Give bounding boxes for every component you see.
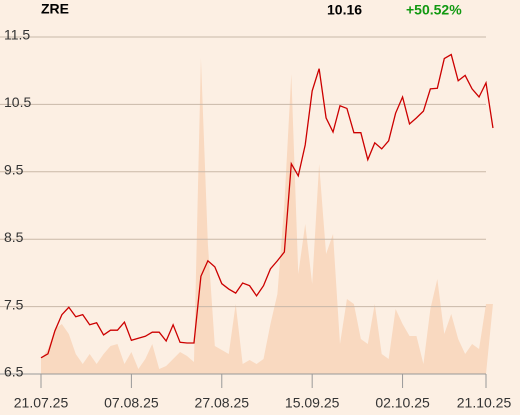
ticker: ZRE bbox=[41, 1, 69, 17]
price-line bbox=[40, 53, 494, 359]
x-tick-label: 15.09.25 bbox=[285, 395, 340, 411]
volume-area bbox=[41, 58, 493, 374]
y-tick-label: 8.5 bbox=[4, 229, 24, 245]
y-tick-label: 11.5 bbox=[4, 27, 30, 43]
x-tick-label: 02.10.25 bbox=[375, 395, 430, 411]
y-tick-label: 10.5 bbox=[4, 94, 31, 110]
price: 10.16 bbox=[327, 2, 362, 18]
x-tick-label: 07.08.25 bbox=[104, 395, 159, 411]
x-tick-label: 21.07.25 bbox=[14, 395, 69, 411]
y-tick-label: 7.5 bbox=[4, 296, 24, 312]
x-tick-label: 21.10.25 bbox=[457, 395, 512, 411]
x-tick-label: 27.08.25 bbox=[195, 395, 250, 411]
change: +50.52% bbox=[406, 2, 462, 18]
y-tick-label: 9.5 bbox=[4, 162, 24, 178]
y-tick-label: 6.5 bbox=[4, 364, 24, 380]
